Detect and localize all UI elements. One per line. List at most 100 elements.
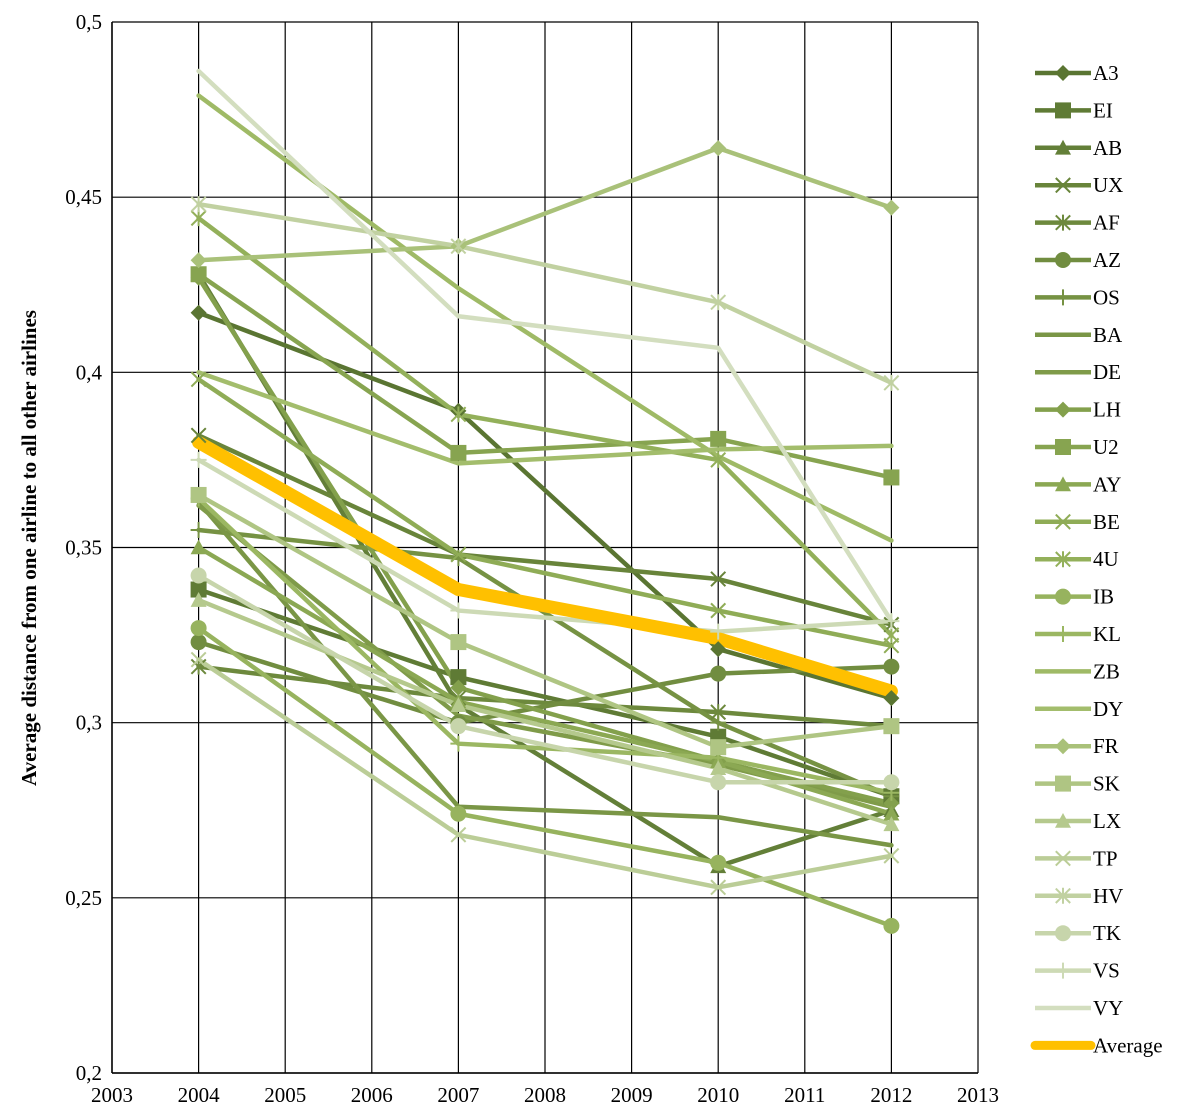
series-line-fr bbox=[196, 145, 894, 263]
marker-fr bbox=[190, 252, 207, 269]
marker-hv bbox=[883, 374, 900, 391]
legend-label: OS bbox=[1093, 285, 1120, 309]
legend-label: VS bbox=[1093, 959, 1120, 983]
legend-item-hv: HV bbox=[1035, 884, 1123, 908]
marker-vs bbox=[450, 602, 467, 619]
legend-label: AB bbox=[1093, 136, 1122, 160]
legend-item-az: AZ bbox=[1035, 248, 1121, 272]
marker-tp bbox=[190, 651, 207, 668]
legend-marker bbox=[1055, 439, 1071, 455]
marker-tk bbox=[883, 774, 900, 791]
legend-item-a3: A3 bbox=[1035, 61, 1119, 85]
legend-item-lh: LH bbox=[1035, 398, 1121, 422]
marker-ib bbox=[710, 854, 727, 871]
marker-fr bbox=[883, 199, 900, 216]
x-tick-label: 2009 bbox=[611, 1083, 653, 1107]
legend-item-ab: AB bbox=[1035, 136, 1122, 160]
legend-label: A3 bbox=[1093, 61, 1119, 85]
series-line-4u bbox=[196, 215, 894, 638]
legend-item-tk: TK bbox=[1035, 921, 1121, 945]
marker-tp bbox=[450, 826, 467, 843]
legend-marker bbox=[1055, 289, 1071, 306]
legend-marker bbox=[1055, 551, 1071, 568]
legend-label: U2 bbox=[1093, 435, 1119, 459]
legend-label: FR bbox=[1093, 734, 1119, 758]
marker-be bbox=[190, 371, 207, 388]
legend-marker bbox=[1055, 626, 1071, 642]
legend-label: LX bbox=[1093, 809, 1121, 833]
marker-lx bbox=[710, 760, 727, 776]
series-line-ay bbox=[196, 545, 894, 817]
marker-4u bbox=[710, 451, 727, 468]
legend-item-vy: VY bbox=[1035, 996, 1123, 1020]
legend-item-os: OS bbox=[1035, 285, 1120, 309]
series-line-dy bbox=[196, 370, 894, 466]
marker-az bbox=[883, 658, 900, 675]
series-line-ux bbox=[196, 433, 894, 627]
legend-marker bbox=[1055, 925, 1071, 942]
legend-item-fr: FR bbox=[1035, 734, 1119, 758]
series-line-kl bbox=[196, 496, 894, 795]
marker-sk bbox=[190, 486, 207, 503]
legend-item-ux: UX bbox=[1035, 173, 1123, 197]
marker-a3 bbox=[710, 641, 727, 658]
legend-item-vs: VS bbox=[1035, 959, 1120, 983]
marker-os bbox=[710, 714, 727, 731]
marker-u2 bbox=[710, 430, 727, 447]
marker-az bbox=[710, 665, 727, 682]
legend-label: BA bbox=[1093, 323, 1123, 347]
y-tick-label: 0,45 bbox=[65, 185, 102, 209]
legend-item-lx: LX bbox=[1035, 809, 1121, 833]
marker-u2 bbox=[190, 266, 207, 283]
legend-label: SK bbox=[1093, 772, 1120, 796]
y-axis-title: Average distance from one airline to all… bbox=[17, 310, 41, 786]
marker-lh bbox=[883, 795, 900, 812]
series-line-u2 bbox=[196, 271, 894, 480]
marker-sk bbox=[883, 718, 900, 735]
legend-item-kl: KL bbox=[1035, 622, 1121, 646]
legend-label: KL bbox=[1093, 622, 1121, 646]
marker-lx bbox=[883, 816, 900, 832]
legend-marker bbox=[1055, 962, 1071, 979]
y-tick-label: 0,3 bbox=[76, 711, 102, 735]
legend-label: TP bbox=[1093, 846, 1118, 870]
legend-item-dy: DY bbox=[1035, 697, 1123, 721]
legend-item-ib: IB bbox=[1035, 585, 1114, 609]
legend-label: DE bbox=[1093, 360, 1121, 384]
legend-label: DY bbox=[1093, 697, 1123, 721]
legend-label: AF bbox=[1093, 211, 1120, 235]
legend-label: Average bbox=[1093, 1033, 1163, 1057]
marker-az bbox=[190, 634, 207, 651]
marker-ei bbox=[190, 581, 207, 598]
marker-os bbox=[190, 521, 207, 538]
legend-item-de: DE bbox=[1035, 360, 1121, 384]
legend-marker bbox=[1055, 401, 1071, 418]
legend-marker bbox=[1055, 177, 1071, 194]
legend-item-ay: AY bbox=[1035, 472, 1121, 496]
series-line-vy bbox=[196, 68, 894, 624]
legend-marker bbox=[1055, 252, 1071, 268]
legend-label: TK bbox=[1093, 921, 1121, 945]
legend-marker bbox=[1055, 738, 1071, 755]
x-tick-label: 2008 bbox=[524, 1083, 566, 1107]
legend-marker bbox=[1055, 102, 1071, 119]
legend-marker bbox=[1055, 139, 1071, 155]
legend-marker bbox=[1055, 476, 1071, 492]
legend-marker bbox=[1055, 65, 1071, 81]
marker-fr bbox=[710, 140, 727, 157]
legend-item-zb: ZB bbox=[1035, 659, 1120, 683]
marker-4u bbox=[883, 627, 900, 644]
marker-4u bbox=[450, 406, 467, 423]
series-lines bbox=[192, 68, 898, 929]
legend-item-sk: SK bbox=[1035, 772, 1120, 796]
marker-lh bbox=[450, 679, 467, 696]
legend-marker bbox=[1055, 214, 1071, 231]
x-tick-label: 2004 bbox=[178, 1083, 221, 1107]
legend-label: AY bbox=[1093, 472, 1121, 496]
x-tick-label: 2007 bbox=[437, 1083, 479, 1107]
marker-ux bbox=[710, 571, 727, 587]
marker-ux bbox=[190, 427, 207, 444]
marker-ib bbox=[883, 917, 900, 934]
marker-ib bbox=[190, 620, 207, 637]
